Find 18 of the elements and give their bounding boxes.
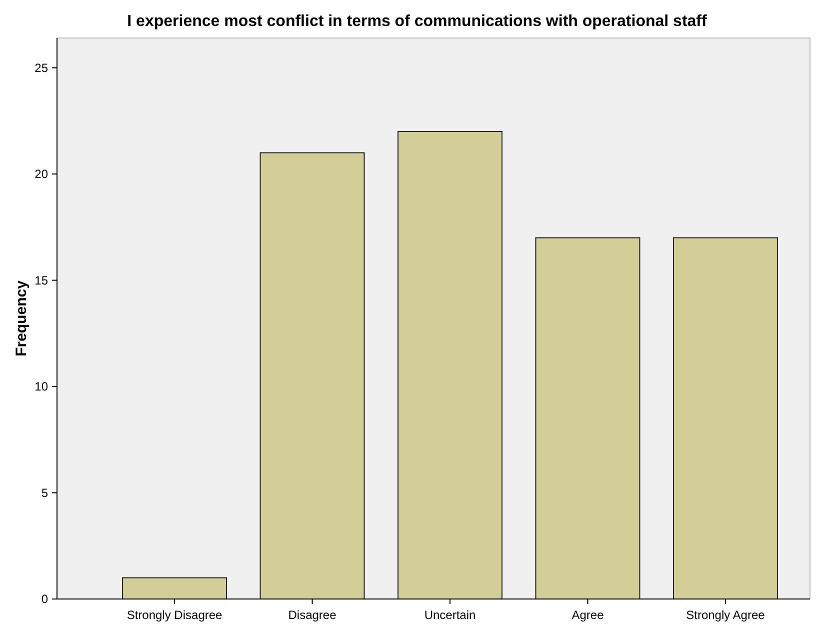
y-tick-label: 20 [34, 167, 48, 182]
x-tick-label: Agree [572, 608, 604, 622]
chart-title: I experience most conflict in terms of communications with operational staff [127, 13, 708, 30]
bar [535, 237, 640, 600]
bar [260, 152, 365, 600]
bar [122, 577, 228, 600]
bar [672, 237, 778, 600]
y-axis-title: Frequency [13, 280, 30, 356]
x-tick-label: Uncertain [424, 608, 476, 622]
y-tick-label: 0 [41, 592, 48, 606]
y-tick-label: 25 [34, 60, 48, 75]
x-tick-label: Disagree [288, 608, 337, 622]
x-tick-label: Strongly Agree [686, 608, 766, 622]
y-tick-label: 10 [34, 380, 48, 394]
y-tick-label: 5 [41, 486, 48, 500]
y-tick-label: 15 [34, 273, 48, 288]
bar [398, 131, 502, 600]
x-tick-label: Strongly Disagree [126, 608, 223, 622]
